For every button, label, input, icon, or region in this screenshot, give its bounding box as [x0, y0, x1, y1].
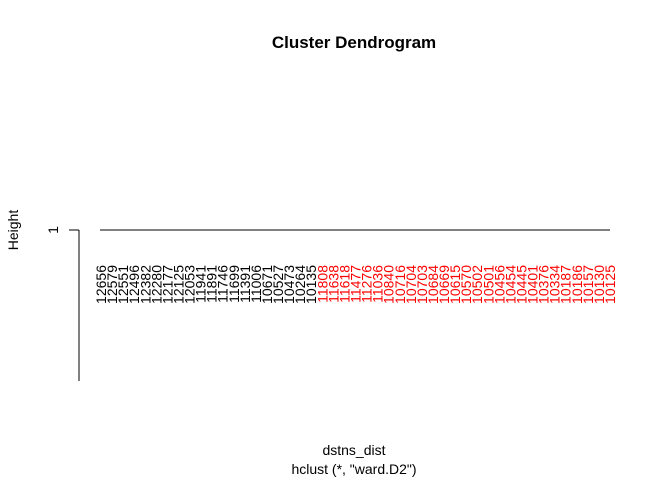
leaf-labels: 1265612579125511249612382122801217712125…	[93, 265, 618, 304]
leaf-label: 10502	[469, 265, 485, 304]
x-axis-subtitle: hclust (*, "ward.D2")	[291, 461, 416, 477]
leaf-label: 10684	[425, 265, 441, 304]
leaf-label: 11891	[204, 265, 220, 303]
leaf-label: 12177	[159, 265, 175, 304]
leaf-label: 10456	[491, 265, 507, 304]
leaf-label: 12551	[115, 265, 131, 304]
leaf-label: 10187	[558, 265, 574, 304]
leaf-label: 11638	[325, 265, 341, 303]
leaf-label: 10501	[480, 265, 496, 304]
leaf-label: 10264	[292, 265, 308, 304]
leaf-label: 10445	[513, 265, 529, 304]
leaf-label: 10186	[569, 265, 585, 304]
leaf-label: 12053	[182, 265, 198, 304]
leaf-label: 12579	[104, 265, 120, 304]
leaf-label: 10669	[436, 265, 452, 304]
leaf-label: 11808	[314, 265, 330, 303]
leaf-label: 10704	[403, 265, 419, 304]
leaf-label: 11746	[215, 265, 231, 303]
leaf-label: 10473	[281, 265, 297, 304]
leaf-label: 10125	[602, 265, 618, 304]
leaf-label: 12280	[148, 265, 164, 304]
leaf-label: 10454	[502, 265, 518, 304]
leaf-label: 11036	[370, 265, 386, 303]
leaf-label: 11276	[359, 265, 375, 303]
leaf-label: 10840	[381, 265, 397, 304]
leaf-label: 11006	[248, 265, 264, 303]
leaf-label: 10615	[447, 265, 463, 304]
leaf-label: 10135	[303, 265, 319, 304]
leaf-label: 10716	[392, 265, 408, 304]
y-tick-label: 1	[45, 226, 61, 234]
leaf-label: 10570	[458, 265, 474, 304]
x-axis-label: dstns_dist	[322, 442, 385, 458]
leaf-label: 11941	[193, 265, 209, 303]
leaf-label: 10401	[525, 265, 541, 304]
leaf-label: 10376	[536, 265, 552, 304]
leaf-label: 10527	[270, 265, 286, 304]
leaf-label: 11699	[226, 265, 242, 303]
leaf-label: 12496	[126, 265, 142, 304]
leaf-label: 10671	[259, 265, 275, 304]
leaf-label: 10130	[591, 265, 607, 304]
leaf-label: 10703	[414, 265, 430, 304]
y-axis: 1 Height	[5, 210, 80, 381]
y-axis-label: Height	[5, 210, 21, 251]
leaf-label: 10157	[580, 265, 596, 304]
leaf-label: 11618	[336, 265, 352, 303]
leaf-label: 12382	[137, 265, 153, 304]
leaf-label: 10334	[547, 265, 563, 304]
leaf-label: 11477	[348, 265, 364, 303]
leaf-label: 12125	[170, 265, 186, 304]
leaf-label: 12656	[93, 265, 109, 304]
leaf-label: 11391	[237, 265, 253, 303]
chart-title: Cluster Dendrogram	[272, 33, 436, 52]
